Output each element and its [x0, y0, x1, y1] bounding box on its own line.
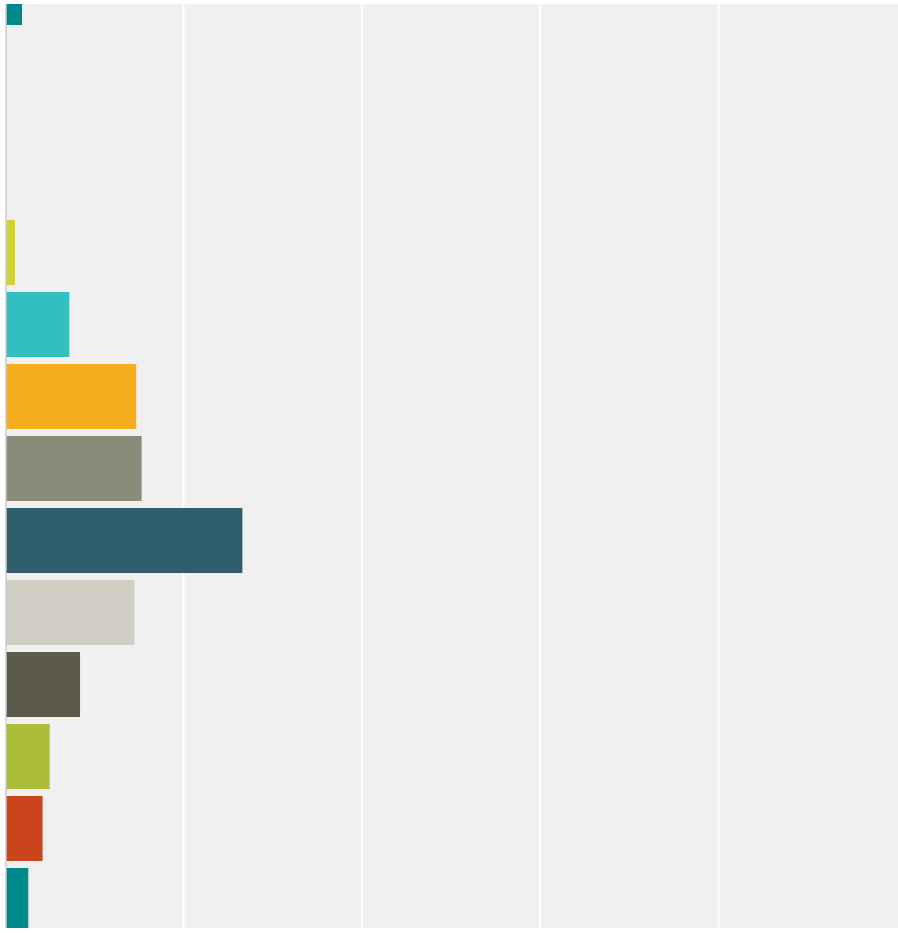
bar-6 — [6, 508, 243, 573]
bar-10 — [6, 796, 43, 861]
bar-11 — [6, 868, 29, 933]
bar-2 — [6, 220, 15, 285]
grid-lines — [182, 4, 720, 928]
bars — [6, 4, 243, 933]
bar-9 — [6, 724, 50, 789]
bar-1 — [6, 4, 23, 25]
plot-background — [6, 4, 898, 928]
bar-3 — [6, 292, 70, 357]
bar-5 — [6, 436, 142, 501]
bar-4 — [6, 364, 137, 429]
bar-7 — [6, 580, 135, 645]
bar-8 — [6, 652, 81, 717]
